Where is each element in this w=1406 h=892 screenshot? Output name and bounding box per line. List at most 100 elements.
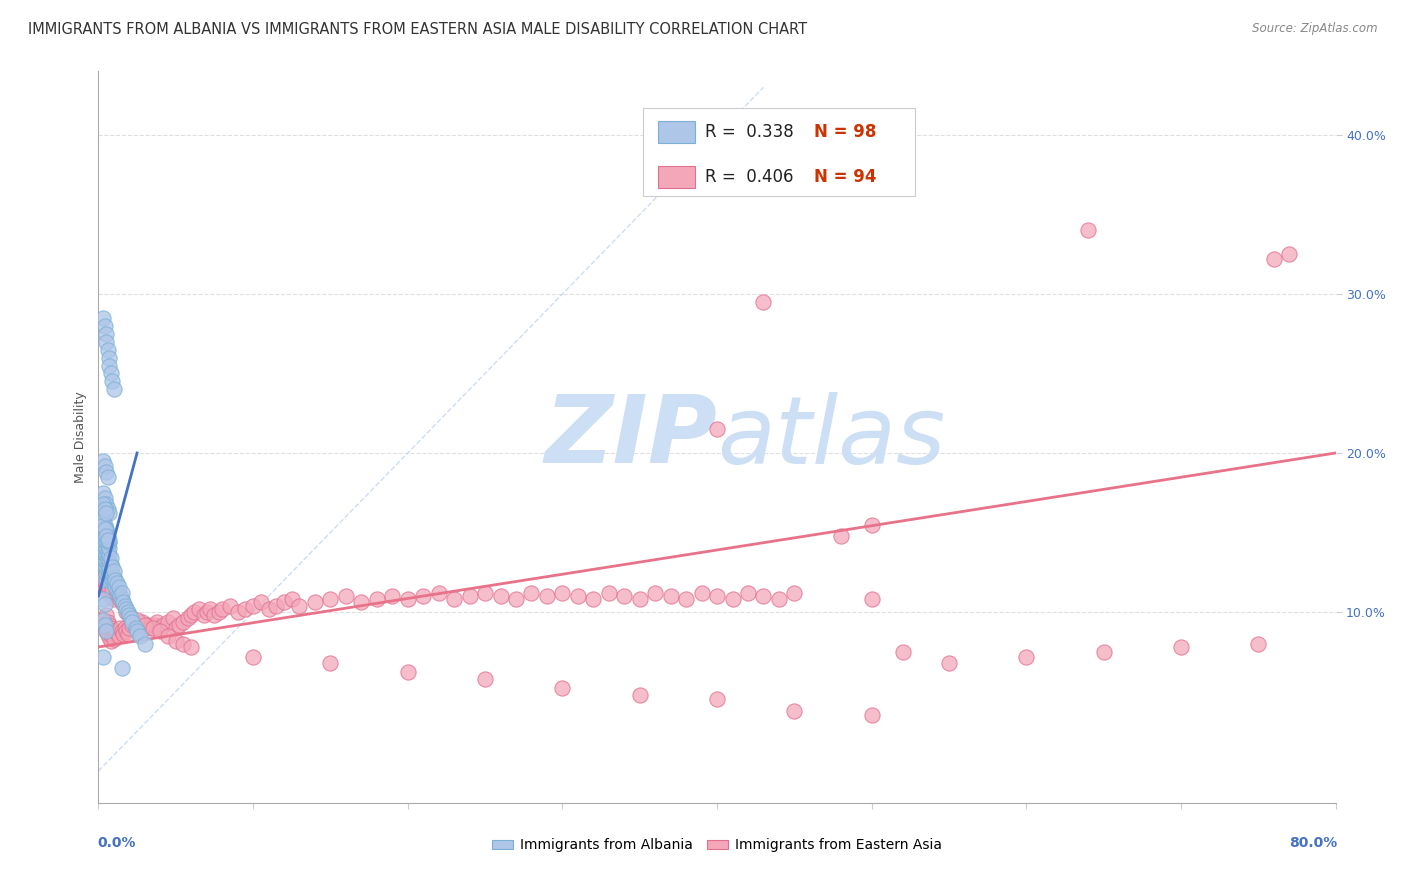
Point bbox=[198, 602, 221, 616]
Point bbox=[266, 599, 288, 613]
Point bbox=[98, 617, 121, 632]
Point bbox=[103, 383, 125, 397]
Point bbox=[366, 592, 388, 607]
Point bbox=[257, 602, 280, 616]
Point bbox=[319, 592, 342, 607]
Point bbox=[458, 589, 481, 603]
Point bbox=[860, 708, 883, 723]
Point bbox=[114, 621, 136, 635]
Point bbox=[242, 599, 264, 613]
Point bbox=[97, 343, 120, 357]
Text: IMMIGRANTS FROM ALBANIA VS IMMIGRANTS FROM EASTERN ASIA MALE DISABILITY CORRELAT: IMMIGRANTS FROM ALBANIA VS IMMIGRANTS FR… bbox=[28, 22, 807, 37]
Point bbox=[91, 649, 114, 664]
Point bbox=[98, 351, 121, 365]
Point bbox=[97, 533, 120, 548]
Point bbox=[103, 632, 125, 646]
Point bbox=[235, 602, 257, 616]
Point bbox=[97, 558, 120, 572]
Text: ZIP: ZIP bbox=[544, 391, 717, 483]
Point bbox=[288, 599, 311, 613]
Point bbox=[97, 550, 120, 565]
Bar bbox=[658, 167, 695, 188]
Point bbox=[551, 586, 574, 600]
Point bbox=[474, 672, 496, 686]
Point bbox=[319, 656, 342, 670]
Point bbox=[381, 589, 404, 603]
Point bbox=[93, 621, 115, 635]
Point bbox=[783, 704, 806, 718]
Point bbox=[97, 501, 120, 516]
Point bbox=[117, 605, 139, 619]
Point bbox=[93, 544, 115, 558]
Point bbox=[195, 605, 218, 619]
Point bbox=[101, 573, 124, 587]
Point bbox=[396, 592, 419, 607]
Point bbox=[120, 611, 142, 625]
Point bbox=[96, 576, 118, 591]
Point bbox=[98, 541, 121, 556]
Point bbox=[860, 592, 883, 607]
Text: R =  0.338: R = 0.338 bbox=[704, 123, 793, 141]
Point bbox=[111, 624, 134, 638]
Point bbox=[183, 605, 205, 619]
Point bbox=[93, 560, 115, 574]
Point bbox=[98, 631, 121, 645]
Point bbox=[690, 586, 713, 600]
Point bbox=[105, 586, 128, 600]
Point bbox=[162, 611, 184, 625]
Point bbox=[108, 592, 131, 607]
Point bbox=[100, 558, 122, 572]
Text: R =  0.406: R = 0.406 bbox=[704, 169, 793, 186]
Point bbox=[427, 586, 450, 600]
Point bbox=[173, 637, 195, 651]
Point bbox=[112, 627, 135, 641]
Point bbox=[412, 589, 434, 603]
Point bbox=[91, 310, 114, 325]
Point bbox=[250, 595, 273, 609]
Point bbox=[489, 589, 512, 603]
Point bbox=[505, 592, 527, 607]
Point bbox=[98, 573, 121, 587]
Point bbox=[96, 334, 118, 349]
Point bbox=[96, 624, 118, 638]
Point bbox=[108, 589, 131, 603]
Point bbox=[91, 592, 114, 607]
Point bbox=[105, 576, 128, 591]
Point bbox=[146, 615, 169, 629]
Point bbox=[752, 294, 775, 309]
Point bbox=[474, 586, 496, 600]
Point bbox=[96, 548, 118, 562]
Point bbox=[1278, 247, 1301, 261]
Point bbox=[96, 535, 118, 549]
Point bbox=[96, 560, 118, 574]
Point bbox=[104, 573, 127, 587]
Point bbox=[91, 485, 114, 500]
Point bbox=[97, 586, 120, 600]
Point bbox=[644, 586, 666, 600]
Point bbox=[97, 570, 120, 584]
Point bbox=[598, 586, 620, 600]
Point bbox=[131, 615, 153, 629]
Point bbox=[105, 582, 128, 597]
Point bbox=[100, 550, 122, 565]
Point bbox=[118, 608, 141, 623]
Point bbox=[335, 589, 357, 603]
Point bbox=[97, 627, 120, 641]
Point bbox=[628, 592, 651, 607]
Point bbox=[93, 538, 115, 552]
Point bbox=[108, 621, 131, 635]
Text: 80.0%: 80.0% bbox=[1289, 836, 1337, 850]
Point bbox=[96, 608, 118, 623]
Text: atlas: atlas bbox=[717, 392, 945, 483]
Point bbox=[1077, 223, 1099, 237]
Point bbox=[105, 625, 128, 640]
Point bbox=[134, 617, 156, 632]
Point bbox=[304, 595, 326, 609]
Point bbox=[706, 692, 728, 706]
Point bbox=[96, 465, 118, 479]
Point bbox=[103, 564, 125, 578]
Point bbox=[938, 656, 960, 670]
Point bbox=[97, 529, 120, 543]
Point bbox=[98, 548, 121, 562]
Point bbox=[129, 629, 152, 643]
